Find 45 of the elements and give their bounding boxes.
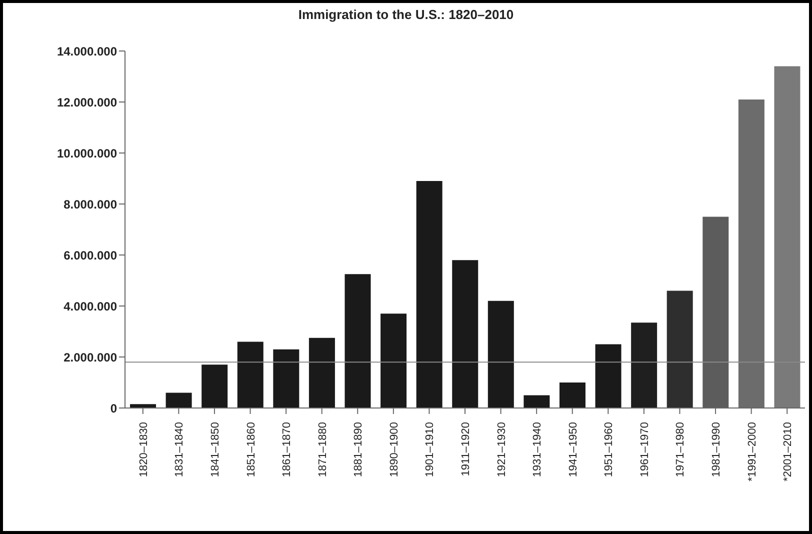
x-tick-label: 1820–1830	[138, 422, 150, 478]
bar	[452, 260, 478, 408]
y-tick-label: 4.000.000	[64, 299, 118, 314]
x-tick-label: 1981–1990	[710, 422, 723, 478]
bar	[202, 364, 228, 408]
chart-title: Immigration to the U.S.: 1820–2010	[297, 7, 515, 22]
x-tick-label: 1941–1950	[567, 422, 580, 478]
bar	[774, 66, 800, 408]
x-tick-label: 1971–1980	[674, 422, 687, 478]
bar	[631, 322, 658, 408]
x-tick-label: 1861–1870	[281, 422, 294, 478]
x-tick-label: 1931–1940	[532, 422, 544, 478]
bar	[488, 300, 514, 408]
y-tick-label: 10.000.000	[56, 146, 118, 160]
x-tick-label: *1991–2000	[746, 422, 758, 482]
x-tick-label: 1961–1970	[638, 422, 651, 478]
bar	[166, 392, 192, 408]
bar	[666, 290, 693, 408]
y-tick-label: 14.000.000	[56, 44, 118, 58]
bar	[559, 382, 586, 408]
bar	[595, 344, 622, 408]
bar	[237, 342, 264, 408]
x-tick-label: 1851–1860	[245, 422, 258, 478]
y-tick-label: 6.000.000	[64, 248, 118, 262]
bar	[416, 181, 442, 408]
y-tick-label: 8.000.000	[64, 197, 118, 212]
x-tick-label: 1951–1960	[603, 422, 616, 478]
y-tick-label: 0	[110, 401, 118, 416]
x-tick-label: 1890–1900	[388, 422, 400, 478]
x-tick-label: 1901–1910	[424, 422, 436, 478]
bar	[130, 404, 156, 408]
x-tick-label: 1871–1880	[316, 422, 329, 478]
x-tick-label: 1841–1850	[209, 422, 222, 478]
x-tick-label: 1921–1930	[496, 422, 508, 478]
x-tick-label: 1911–1920	[460, 422, 472, 476]
bar	[344, 274, 371, 408]
bar	[524, 395, 550, 408]
bar	[308, 338, 335, 408]
x-tick-label: 1831–1840	[174, 422, 186, 478]
x-tick-label: 1881–1890	[352, 422, 365, 478]
y-tick-label: 2.000.000	[64, 350, 118, 364]
x-tick-label: *2001–2010	[782, 422, 794, 482]
y-tick-label: 12.000.000	[56, 95, 118, 110]
bar	[273, 349, 300, 408]
bar	[380, 314, 407, 408]
